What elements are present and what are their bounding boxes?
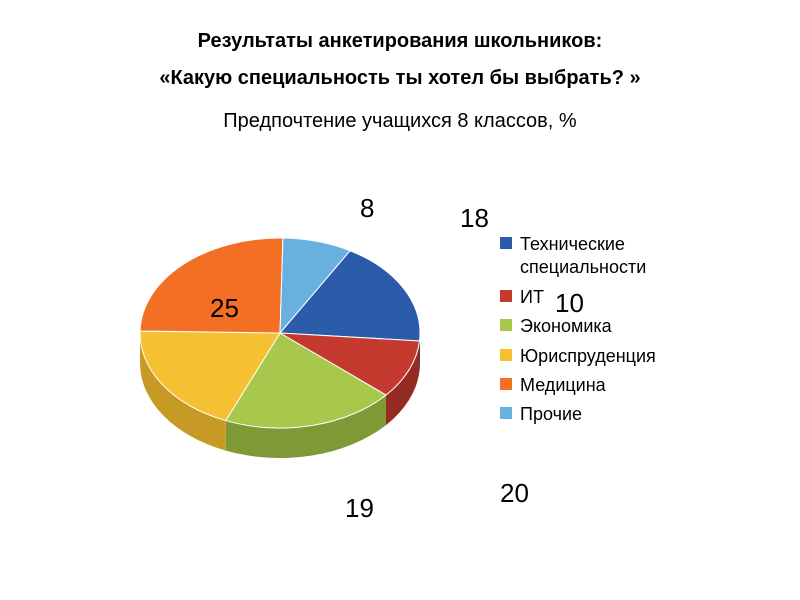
legend-label: Прочие xyxy=(520,403,582,426)
legend-label: Экономика xyxy=(520,315,612,338)
pie-chart xyxy=(130,193,430,493)
pie-value-label: 18 xyxy=(460,203,489,234)
legend-swatch xyxy=(500,378,512,390)
legend-item: Медицина xyxy=(500,374,720,397)
legend-label: ИТ xyxy=(520,286,544,309)
legend-swatch xyxy=(500,407,512,419)
chart-caption: Предпочтение учащихся 8 классов, % xyxy=(0,110,800,133)
legend-swatch xyxy=(500,349,512,361)
title-line-1: Результаты анкетирования школьников: xyxy=(0,30,800,53)
legend-label: Юриспруденция xyxy=(520,345,656,368)
legend-label: Медицина xyxy=(520,374,606,397)
pie-value-label: 8 xyxy=(360,193,374,224)
chart-area: 18102019258 Технические специальностиИТЭ… xyxy=(0,143,800,523)
legend-item: Технические специальности xyxy=(500,233,720,280)
pie-value-label: 19 xyxy=(345,493,374,524)
legend-item: Экономика xyxy=(500,315,720,338)
legend-label: Технические специальности xyxy=(520,233,720,280)
legend-swatch xyxy=(500,237,512,249)
legend-item: ИТ xyxy=(500,286,720,309)
legend-swatch xyxy=(500,290,512,302)
legend: Технические специальности ИТ Экономика Юрис… xyxy=(500,233,720,433)
legend-swatch xyxy=(500,319,512,331)
page: Результаты анкетирования школьников: «Ка… xyxy=(0,0,800,600)
pie-value-label: 25 xyxy=(210,293,239,324)
pie-value-label: 20 xyxy=(500,478,529,509)
legend-item: Юриспруденция xyxy=(500,345,720,368)
title-line-2: «Какую специальность ты хотел бы выбрать… xyxy=(0,67,800,90)
legend-item: Прочие xyxy=(500,403,720,426)
